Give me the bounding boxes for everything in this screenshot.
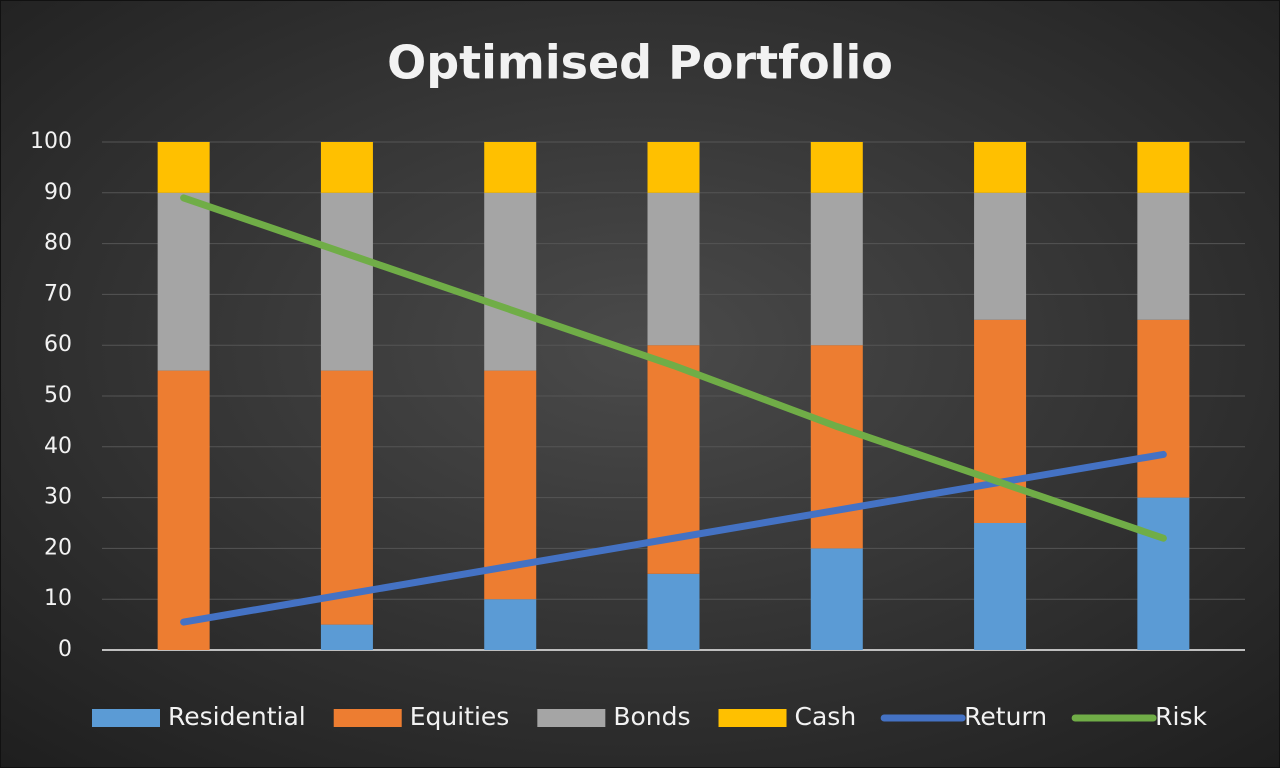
legend-label: Residential	[168, 702, 306, 731]
y-tick-label: 80	[44, 231, 72, 256]
bar-segment	[647, 192, 700, 346]
bar-segment	[320, 370, 373, 625]
bar-segment	[810, 345, 863, 549]
legend-label: Return	[964, 702, 1047, 731]
bar-segment	[647, 142, 700, 193]
legend-swatch	[333, 709, 402, 727]
bar-segment	[157, 192, 210, 371]
legend-swatch	[92, 709, 160, 727]
bar-segment	[320, 142, 373, 193]
bar-segment	[484, 192, 537, 371]
bar-segment	[320, 192, 373, 371]
chart-title: Optimised Portfolio	[387, 36, 893, 90]
bar-segment	[647, 573, 700, 650]
y-tick-label: 40	[44, 434, 72, 459]
bar-segment	[484, 599, 537, 650]
y-tick-label: 20	[44, 535, 72, 560]
bar-segment	[974, 523, 1027, 650]
bar-segment	[810, 548, 863, 650]
y-tick-label: 50	[44, 383, 72, 408]
legend-swatch	[718, 709, 787, 727]
legend-label: Bonds	[613, 702, 690, 731]
bar-segment	[974, 319, 1027, 523]
bar-segment	[974, 192, 1027, 320]
y-tick-label: 30	[44, 485, 72, 510]
bar-segment	[1137, 319, 1190, 498]
y-tick-label: 90	[44, 180, 72, 205]
bar-segment	[1137, 497, 1190, 650]
legend-swatch	[537, 709, 606, 727]
y-tick-label: 70	[44, 281, 72, 306]
bar-segment	[1137, 142, 1190, 193]
bar-segment	[810, 142, 863, 193]
bar-segment	[157, 370, 210, 650]
legend-label: Equities	[410, 702, 510, 731]
bar-segment	[1137, 192, 1190, 320]
bar-segment	[157, 142, 210, 193]
bar-segment	[320, 624, 373, 650]
legend-label: Cash	[795, 702, 857, 731]
y-tick-label: 100	[30, 129, 72, 154]
y-tick-label: 0	[58, 637, 72, 662]
bar-segment	[484, 142, 537, 193]
line-series	[180, 194, 1167, 542]
bar-segment	[974, 142, 1027, 193]
y-tick-label: 10	[44, 586, 72, 611]
legend-label: Risk	[1155, 702, 1207, 731]
bar-segment	[810, 192, 863, 346]
y-tick-label: 60	[44, 332, 72, 357]
